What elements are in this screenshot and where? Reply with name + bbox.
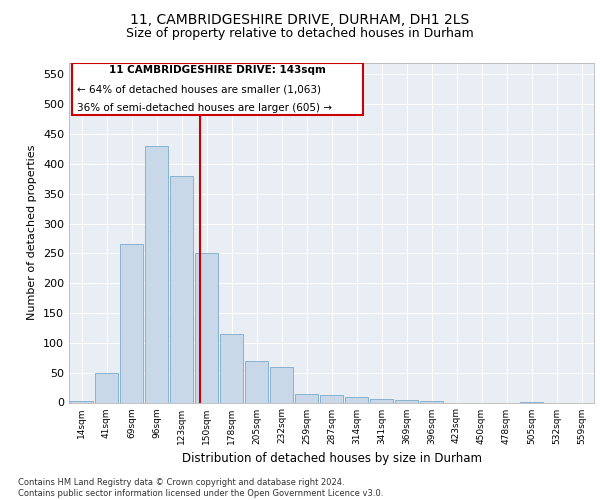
Bar [269,366,293,402]
Text: ← 64% of detached houses are smaller (1,063): ← 64% of detached houses are smaller (1,… [77,84,321,94]
Text: Size of property relative to detached houses in Durham: Size of property relative to detached ho… [126,28,474,40]
Bar [320,394,343,402]
Bar [194,254,218,402]
Bar [95,372,118,402]
Bar [145,146,169,403]
Bar [395,400,418,402]
Text: 11 CAMBRIDGESHIRE DRIVE: 143sqm: 11 CAMBRIDGESHIRE DRIVE: 143sqm [109,65,326,75]
FancyBboxPatch shape [71,62,363,115]
Bar [295,394,319,402]
Bar [170,176,193,402]
Text: 11, CAMBRIDGESHIRE DRIVE, DURHAM, DH1 2LS: 11, CAMBRIDGESHIRE DRIVE, DURHAM, DH1 2L… [130,12,470,26]
Bar [245,360,268,403]
Bar [119,244,143,402]
Text: 36% of semi-detached houses are larger (605) →: 36% of semi-detached houses are larger (… [77,102,332,113]
Bar [344,396,368,402]
Bar [370,399,394,402]
Bar [220,334,244,402]
X-axis label: Distribution of detached houses by size in Durham: Distribution of detached houses by size … [182,452,482,465]
Text: Contains HM Land Registry data © Crown copyright and database right 2024.
Contai: Contains HM Land Registry data © Crown c… [18,478,383,498]
Y-axis label: Number of detached properties: Number of detached properties [28,145,37,320]
